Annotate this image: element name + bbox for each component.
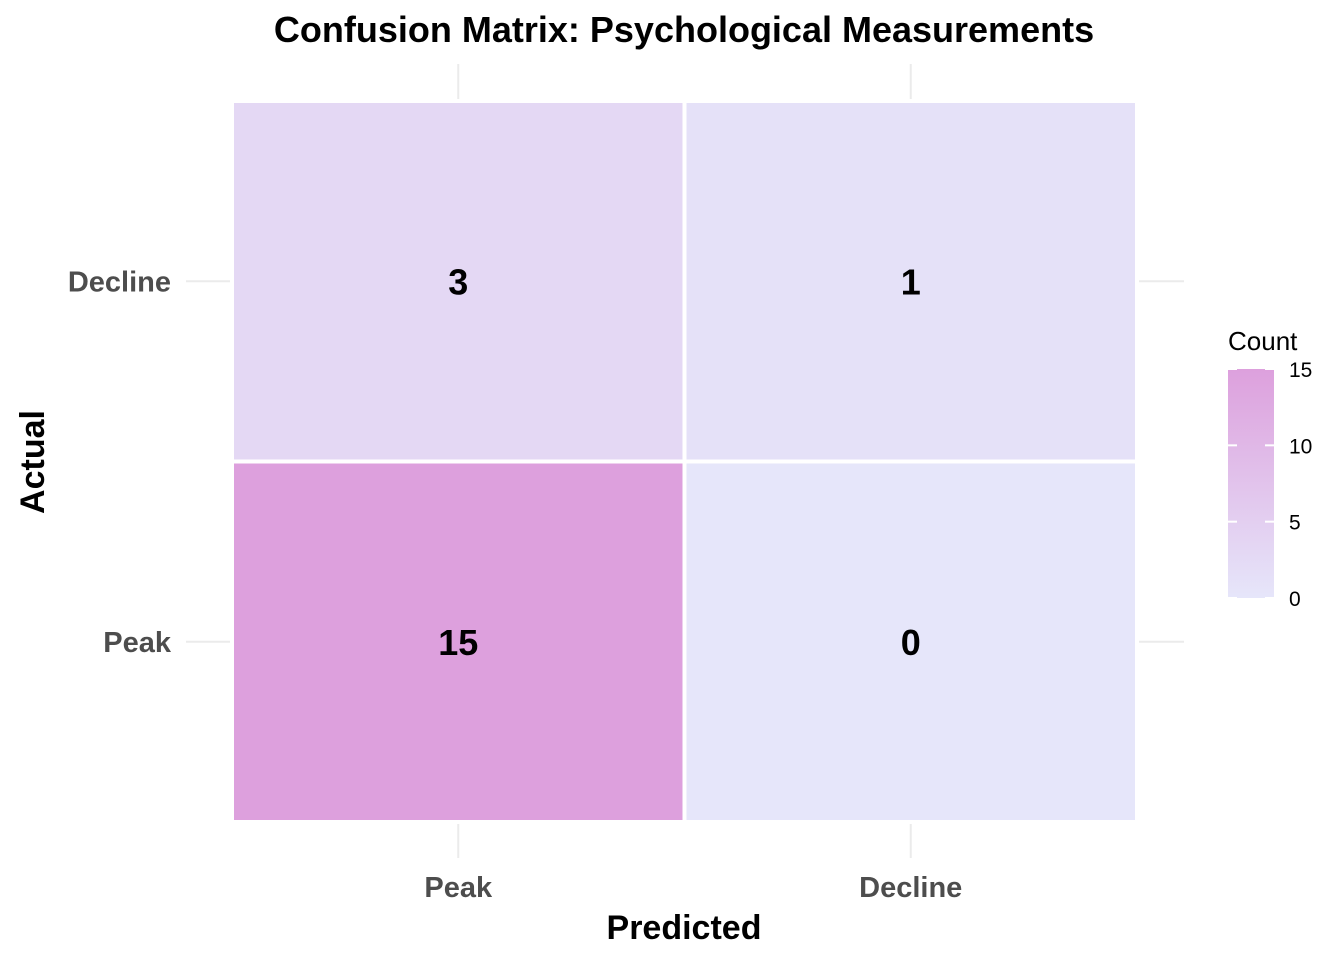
cell-value-labels: 3 1 15 0 [438, 261, 921, 663]
x-tick-label: Decline [859, 872, 962, 904]
cell-value-label: 3 [448, 261, 468, 302]
color-legend: Count 0 5 10 15 [1228, 326, 1312, 611]
heatmap-cell [230, 459, 687, 824]
cell-value-label: 0 [901, 622, 921, 663]
legend-tick-label: 5 [1289, 512, 1301, 535]
x-tick-label: Peak [424, 872, 493, 904]
legend-colorbar [1228, 369, 1274, 598]
y-tick-label: Peak [103, 627, 172, 659]
heatmap-cell [682, 459, 1139, 824]
y-axis-tick-labels: Peak Decline [68, 266, 172, 659]
legend-tick-label: 15 [1289, 359, 1312, 382]
cell-value-label: 15 [438, 622, 478, 663]
x-axis-title: Predicted [607, 909, 762, 947]
legend-title: Count [1228, 326, 1298, 356]
chart-title: Confusion Matrix: Psychological Measurem… [274, 9, 1094, 50]
legend-tick-label: 10 [1289, 435, 1312, 458]
y-axis-title: Actual [14, 410, 52, 514]
y-tick-label: Decline [68, 266, 171, 298]
cell-value-label: 1 [901, 261, 921, 302]
x-axis-tick-labels: Peak Decline [424, 872, 962, 904]
heatmap-cells [230, 99, 1139, 824]
legend-ticks: 0 5 10 15 [1228, 359, 1312, 611]
heatmap-cell [230, 99, 687, 464]
legend-tick-label: 0 [1289, 588, 1301, 611]
